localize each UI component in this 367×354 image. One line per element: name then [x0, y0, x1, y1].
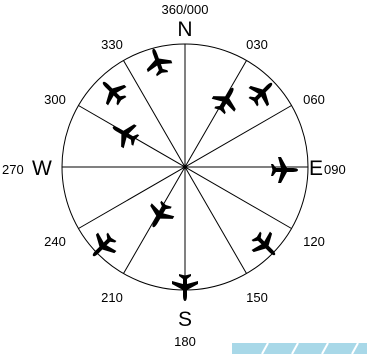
line-150-330 [123, 60, 247, 274]
heading-label-300: 300 [44, 92, 66, 107]
airplane-icon [243, 73, 282, 112]
south-degrees-label: 180 [174, 334, 196, 349]
decorative-stripe-bar [232, 342, 367, 354]
heading-label-330: 330 [101, 37, 123, 52]
north-letter-label: N [177, 18, 192, 41]
airplane-icon [83, 227, 122, 266]
east-degrees-label: 090 [324, 162, 346, 177]
north-degrees-label: 360/000 [162, 2, 209, 17]
south-letter-label: S [178, 308, 192, 331]
west-letter-label: W [32, 157, 52, 180]
airplane-icon [140, 44, 175, 79]
heading-label-120: 120 [303, 234, 325, 249]
airplane-icon [141, 197, 178, 234]
heading-label-030: 030 [246, 37, 268, 52]
airplane-icon [271, 157, 298, 183]
aircraft-group [83, 44, 298, 301]
airplane-icon [106, 115, 143, 152]
airplane-icon [172, 274, 198, 301]
heading-label-240: 240 [44, 234, 66, 249]
east-letter-label: E [309, 157, 323, 180]
west-degrees-label: 270 [2, 162, 24, 177]
airplane-icon [246, 226, 285, 265]
heading-label-060: 060 [303, 92, 325, 107]
heading-label-150: 150 [246, 290, 268, 305]
heading-label-210: 210 [101, 290, 123, 305]
airplane-icon [208, 81, 245, 118]
